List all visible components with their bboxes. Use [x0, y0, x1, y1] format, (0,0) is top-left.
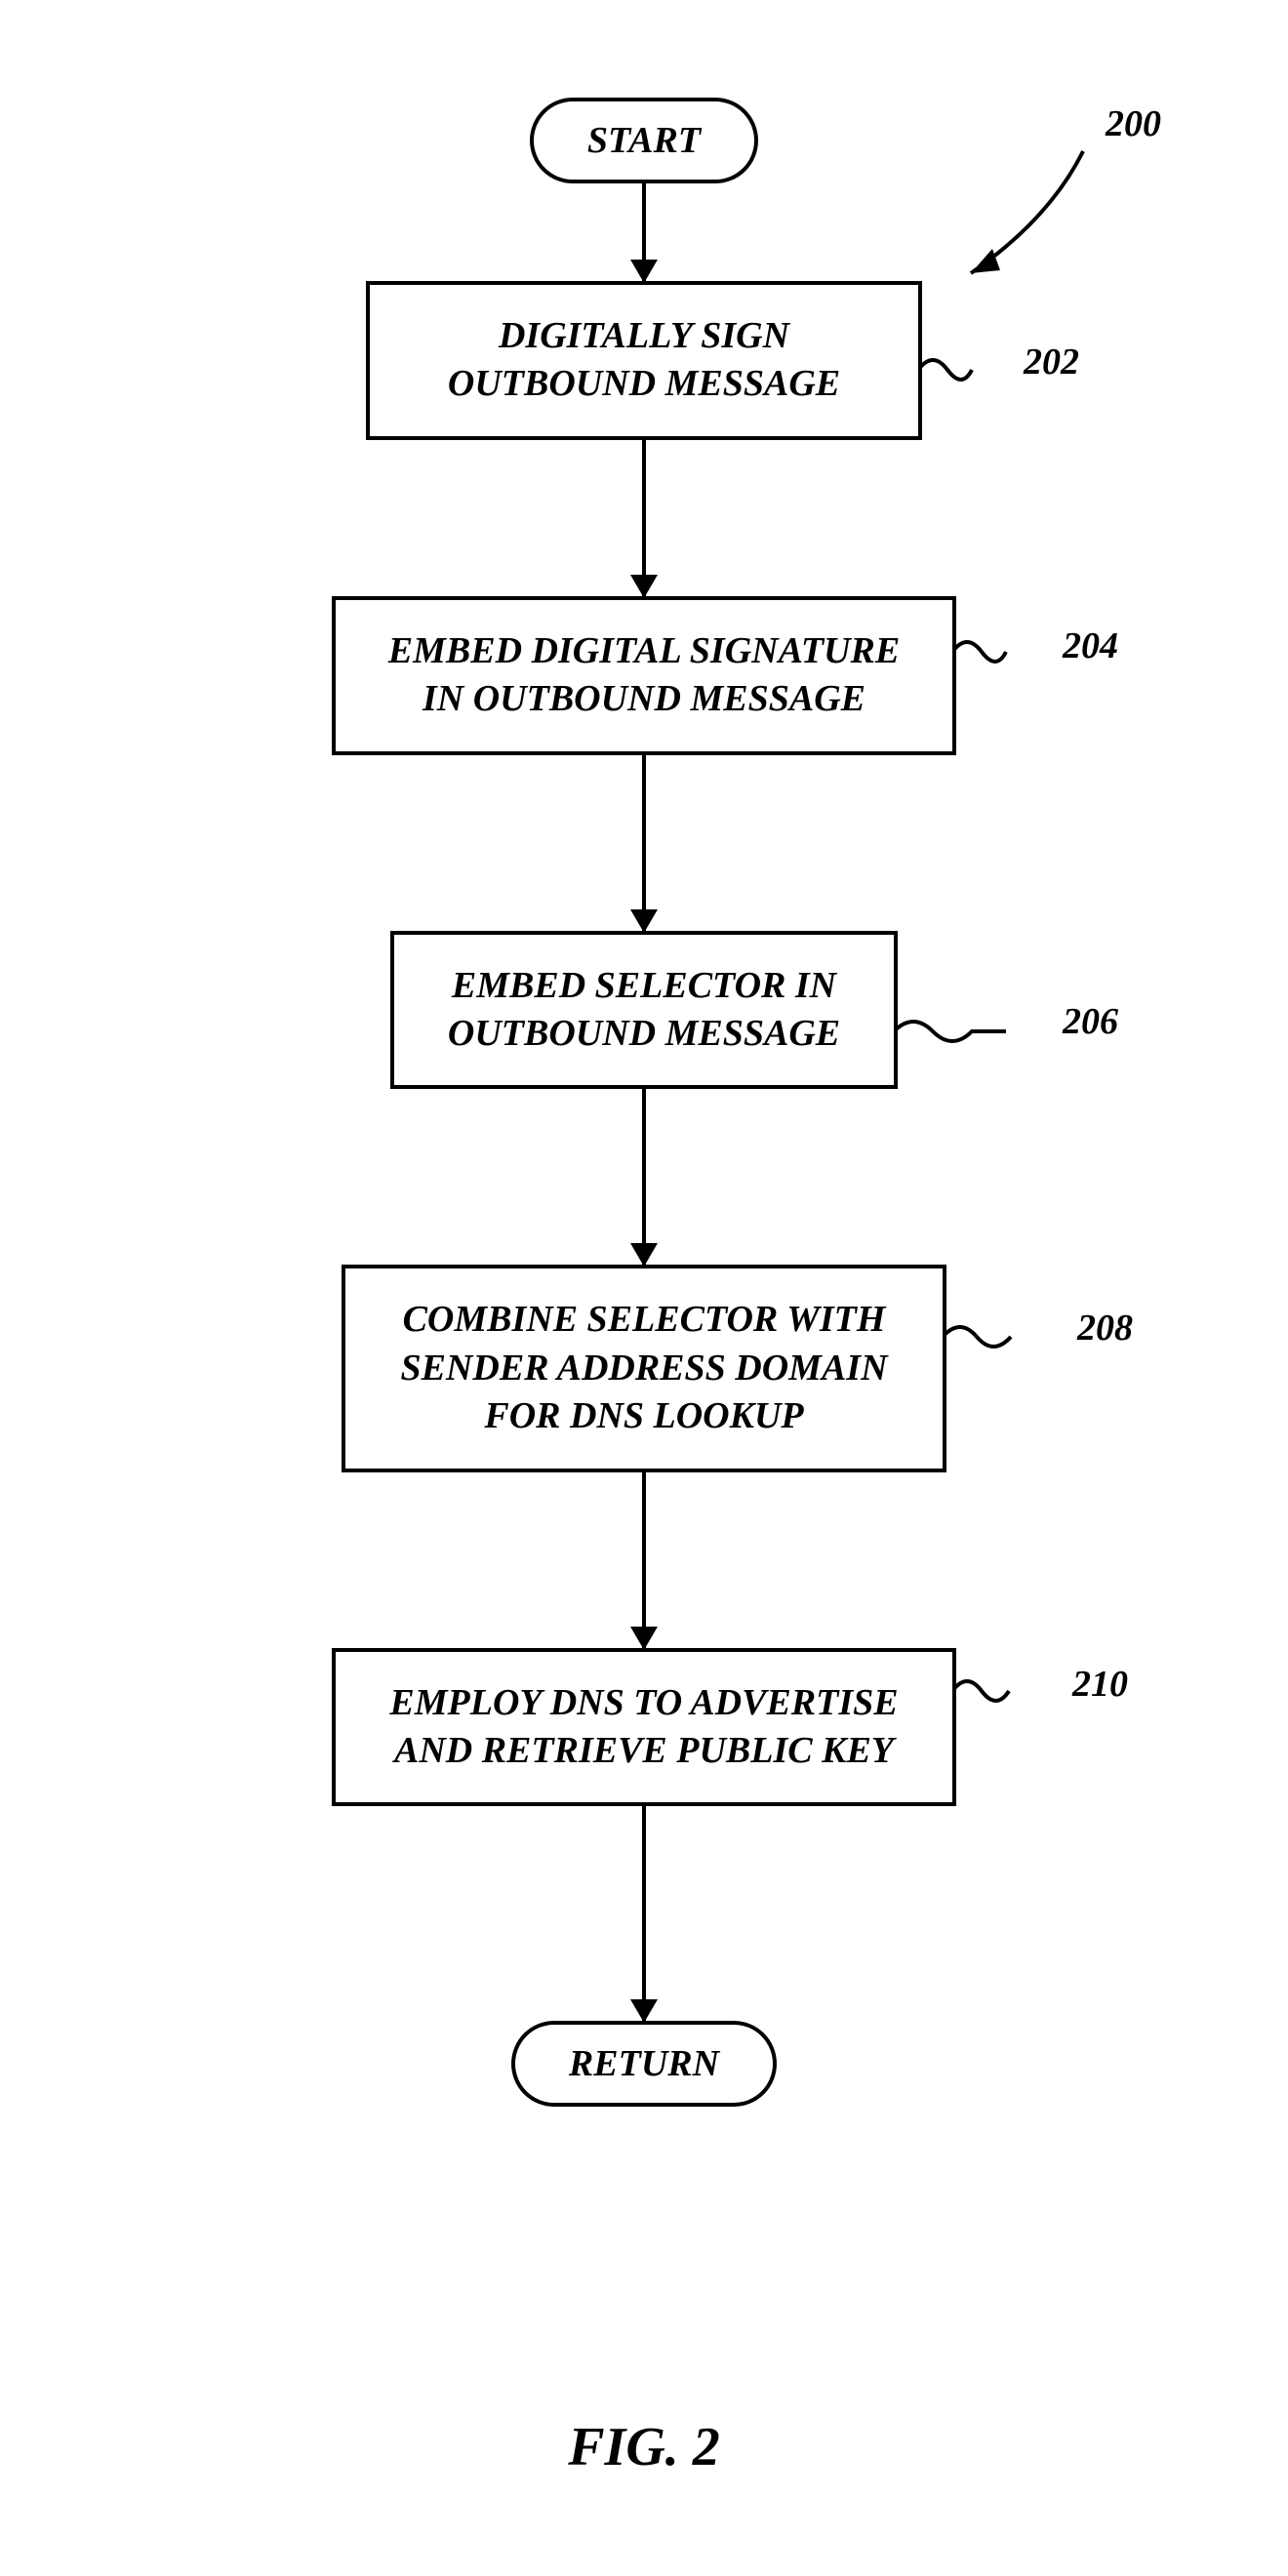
step4-text: COMBINE SELECTOR WITHSENDER ADDRESS DOMA…	[400, 1299, 887, 1436]
return-node: RETURN	[511, 2021, 777, 2107]
return-text: RETURN	[569, 2043, 719, 2084]
step4-ref: 208	[1077, 1305, 1133, 1352]
step2-node: EMBED DIGITAL SIGNATUREIN OUTBOUND MESSA…	[332, 596, 956, 755]
arrow-1	[642, 183, 646, 281]
arrow-6	[642, 1806, 646, 2021]
arrow-head	[630, 1627, 658, 1650]
squiggle-icon	[918, 345, 1001, 394]
flowchart-container: START DIGITALLY SIGNOUTBOUND MESSAGE 202…	[0, 98, 1288, 2107]
diagram-ref: 200	[1106, 102, 1161, 145]
step5-text: EMPLOY DNS TO ADVERTISEAND RETRIEVE PUBL…	[389, 1682, 898, 1771]
step3-text: EMBED SELECTOR INOUTBOUND MESSAGE	[448, 965, 840, 1054]
step1-ref: 202	[1024, 339, 1079, 386]
arrow-head	[630, 260, 658, 283]
step2-ref: 204	[1063, 623, 1118, 670]
squiggle-icon	[894, 1007, 1030, 1056]
squiggle-icon	[952, 627, 1035, 676]
arrow-3	[642, 755, 646, 931]
step3-ref: 206	[1063, 998, 1118, 1046]
arrow-head	[630, 575, 658, 598]
arrow-4	[642, 1089, 646, 1265]
arrow-5	[642, 1472, 646, 1648]
arrow-head	[630, 1999, 658, 2023]
step3-node: EMBED SELECTOR INOUTBOUND MESSAGE 206	[390, 931, 898, 1090]
arrow-head	[630, 1243, 658, 1267]
step2-text: EMBED DIGITAL SIGNATUREIN OUTBOUND MESSA…	[388, 630, 900, 719]
step4-node: COMBINE SELECTOR WITHSENDER ADDRESS DOMA…	[342, 1265, 946, 1471]
squiggle-icon	[943, 1312, 1045, 1361]
start-node: START	[530, 98, 758, 183]
squiggle-icon	[952, 1667, 1040, 1715]
step5-ref: 210	[1072, 1661, 1128, 1709]
arrow-head	[630, 909, 658, 933]
step5-node: EMPLOY DNS TO ADVERTISEAND RETRIEVE PUBL…	[332, 1648, 956, 1807]
figure-caption: FIG. 2	[568, 2416, 720, 2478]
start-text: START	[587, 120, 701, 161]
curve-arrow-icon	[932, 141, 1098, 307]
arrow-2	[642, 440, 646, 596]
step1-node: DIGITALLY SIGNOUTBOUND MESSAGE 202	[366, 281, 922, 440]
step1-text: DIGITALLY SIGNOUTBOUND MESSAGE	[448, 315, 840, 404]
